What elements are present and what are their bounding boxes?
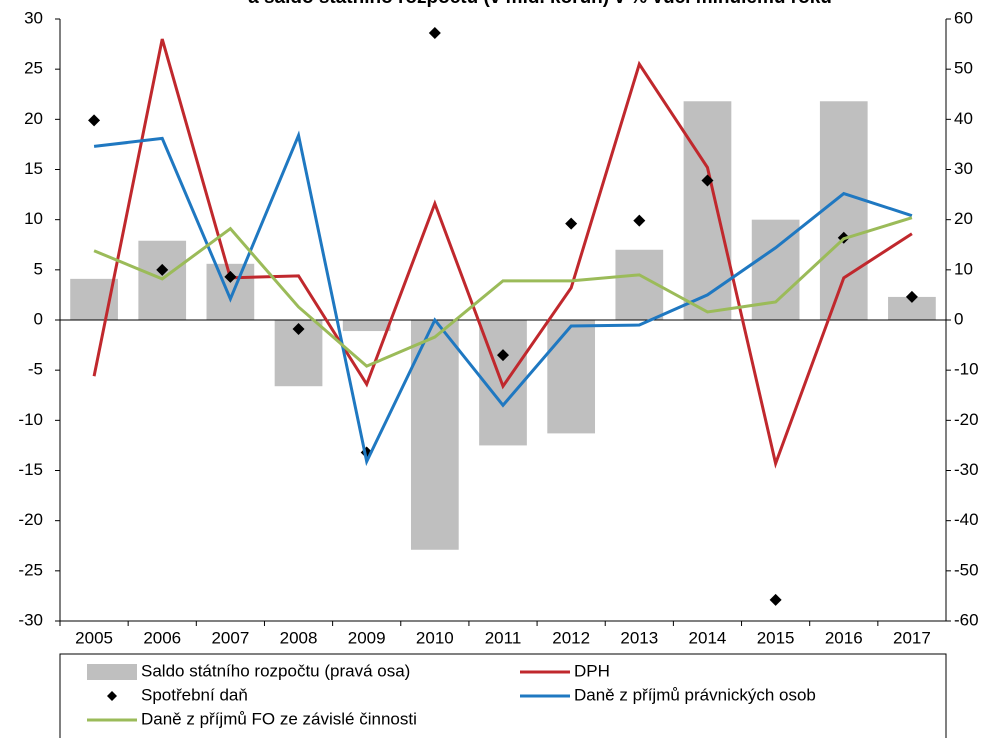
y-tick-label: -20: [18, 510, 43, 529]
y-tick-label: 15: [24, 159, 43, 178]
bar: [342, 320, 391, 332]
line-series: [93, 216, 913, 368]
legend-box: [59, 653, 947, 738]
y2-tick-label: 50: [954, 59, 973, 78]
bar: [888, 296, 936, 320]
y-tick-label: 20: [24, 109, 43, 128]
x-tick-label: 2017: [893, 628, 931, 647]
y-tick-label: 10: [24, 209, 43, 228]
y-tick-label: 0: [34, 309, 43, 328]
bar: [410, 320, 459, 550]
line-series: [93, 130, 913, 467]
y2-tick-label: 60: [954, 8, 973, 27]
scatter-point: [633, 214, 646, 227]
x-tick-label: 2009: [348, 628, 386, 647]
bar: [547, 320, 596, 434]
y-tick-label: -15: [18, 460, 43, 479]
x-tick-label: 2012: [552, 628, 590, 647]
y2-tick-label: 40: [954, 109, 973, 128]
x-tick-label: 2015: [757, 628, 795, 647]
x-tick-label: 2014: [689, 628, 727, 647]
y-tick-label: -10: [18, 410, 43, 429]
scatter-point: [88, 114, 101, 127]
y2-tick-label: 20: [954, 209, 973, 228]
x-tick-label: 2005: [75, 628, 113, 647]
y-tick-label: 5: [34, 259, 43, 278]
y2-tick-label: -30: [954, 460, 979, 479]
y-tick-label: -25: [18, 560, 43, 579]
y2-tick-label: -10: [954, 360, 979, 379]
legend-label: DPH: [574, 661, 610, 680]
chart-title: a saldo státního rozpočtu (v mld. korun)…: [248, 0, 832, 8]
bar: [819, 101, 868, 320]
legend-swatch: [87, 664, 137, 680]
x-tick-label: 2006: [143, 628, 181, 647]
scatter-point: [428, 27, 441, 40]
scatter-point: [292, 323, 305, 336]
x-tick-label: 2011: [485, 628, 522, 647]
x-tick-label: 2007: [211, 628, 249, 647]
y-tick-label: 25: [24, 59, 43, 78]
scatter-point: [769, 593, 782, 606]
legend-label: Saldo státního rozpočtu (pravá osa): [141, 661, 410, 680]
y2-tick-label: 30: [954, 159, 973, 178]
y2-tick-label: -60: [954, 610, 979, 629]
legend-swatch: [107, 691, 117, 701]
x-tick-label: 2010: [416, 628, 454, 647]
x-tick-label: 2013: [620, 628, 658, 647]
x-tick-label: 2016: [825, 628, 863, 647]
y2-tick-label: -20: [954, 410, 979, 429]
scatter-point: [701, 174, 714, 187]
x-tick-label: 2008: [280, 628, 318, 647]
scatter-point: [156, 263, 169, 276]
legend-label: Daně z příjmů FO ze závislé činnosti: [141, 709, 417, 728]
scatter-point: [224, 270, 237, 283]
y2-tick-label: -50: [954, 560, 979, 579]
legend-label: Spotřební daň: [141, 685, 248, 704]
y-tick-label: -30: [18, 610, 43, 629]
bar: [683, 101, 732, 320]
scatter-point: [905, 290, 918, 303]
y-tick-label: 30: [24, 8, 43, 27]
scatter-point: [565, 217, 578, 230]
y2-tick-label: 0: [954, 309, 963, 328]
y2-tick-label: -40: [954, 510, 979, 529]
legend-label: Daně z příjmů právnických osob: [574, 685, 816, 704]
y2-tick-label: 10: [954, 259, 973, 278]
y-tick-label: -5: [28, 360, 43, 379]
scatter-point: [497, 349, 509, 362]
